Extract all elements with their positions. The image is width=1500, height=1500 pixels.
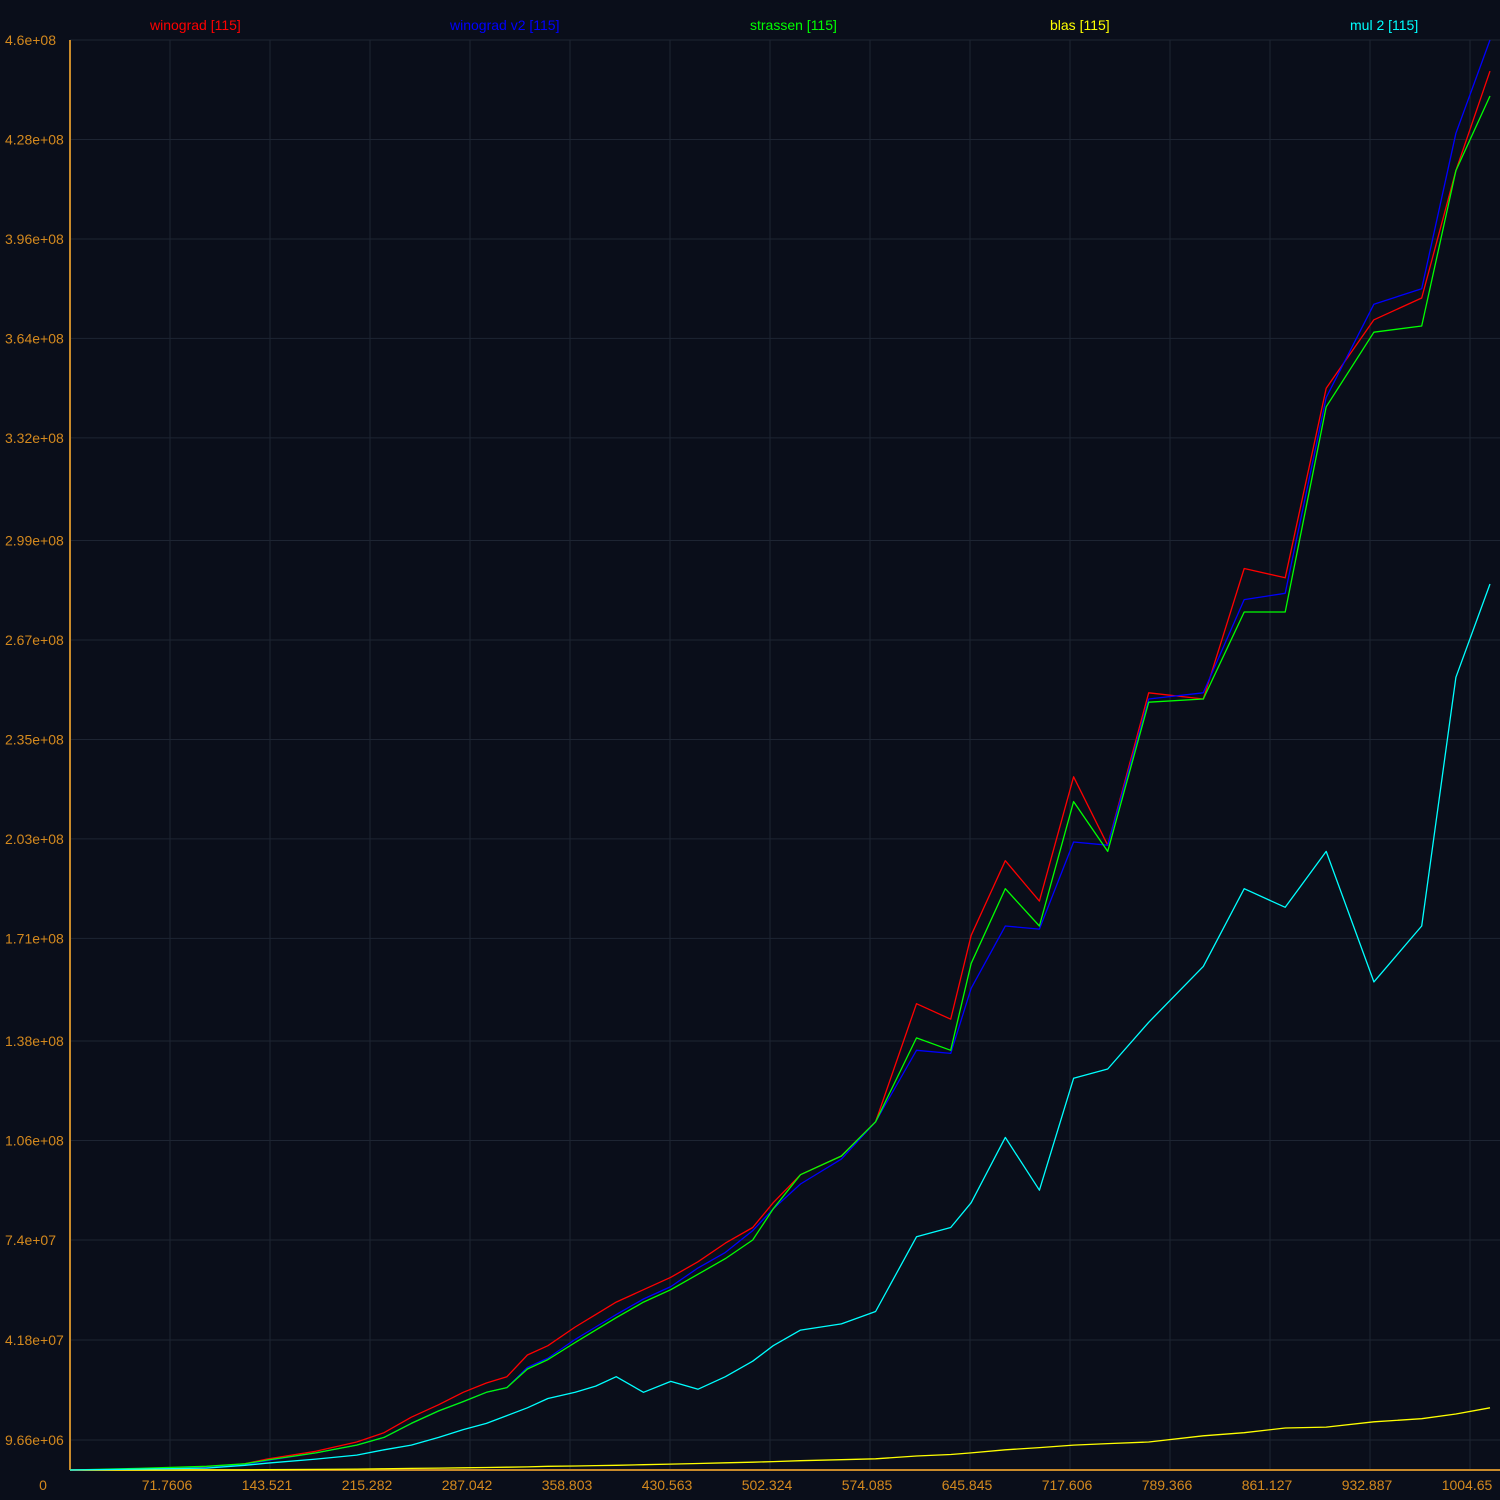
- legend: winograd [115] winograd v2 [115] strassen …: [149, 17, 1418, 33]
- legend-entry-3: strassen [115]: [750, 17, 837, 33]
- x-tick-label: 287.042: [442, 1477, 493, 1493]
- x-tick-label: 143.521: [242, 1477, 293, 1493]
- x-tick-label: 430.563: [642, 1477, 693, 1493]
- series-line-3: [69, 95, 1491, 1471]
- y-tick-label: 4.18e+07: [5, 1332, 64, 1348]
- x-tick-label: 645.845: [942, 1477, 993, 1493]
- axes: [69, 40, 1500, 1471]
- series-line-4: [70, 1407, 1491, 1471]
- y-tick-label: 7.4e+07: [5, 1232, 56, 1248]
- y-tick-label: 3.64e+08: [5, 330, 64, 346]
- y-tick-label: 3.32e+08: [5, 430, 64, 446]
- legend-entry-1: winograd [115]: [149, 17, 241, 33]
- legend-entry-2: winograd v2 [115]: [449, 17, 559, 33]
- series-line-5: [69, 583, 1491, 1471]
- y-tick-label: 2.99e+08: [5, 533, 64, 549]
- x-tick-label: 932.887: [1342, 1477, 1393, 1493]
- y-axis-tick-labels: 9.66e+06 4.18e+07 7.4e+07 1.06e+08 1.38e+08 1…: [5, 32, 64, 1448]
- series-line-1: [69, 70, 1491, 1471]
- x-tick-label: 789.366: [1142, 1477, 1193, 1493]
- x-tick-label: 861.127: [1242, 1477, 1293, 1493]
- x-tick-label: 574.085: [842, 1477, 893, 1493]
- x-tick-label: 358.803: [542, 1477, 593, 1493]
- x-tick-label: 1004.65: [1442, 1477, 1493, 1493]
- x-tick-label: 0: [39, 1477, 47, 1493]
- y-tick-label: 3.96e+08: [5, 231, 64, 247]
- legend-entry-4: blas [115]: [1050, 17, 1110, 33]
- x-axis-tick-labels: 0 71.7606 143.521 215.282 287.042 358.803 430.…: [39, 1477, 1492, 1493]
- y-tick-label: 1.71e+08: [5, 930, 64, 946]
- y-tick-label: 1.38e+08: [5, 1033, 64, 1049]
- series-lines: [69, 39, 1491, 1471]
- y-tick-label: 4.6e+08: [5, 32, 56, 48]
- grid-lines: [70, 39, 1500, 1470]
- y-tick-label: 2.03e+08: [5, 831, 64, 847]
- x-tick-label: 717.606: [1042, 1477, 1093, 1493]
- y-tick-label: 2.67e+08: [5, 632, 64, 648]
- legend-entry-5: mul 2 [115]: [1350, 17, 1418, 33]
- y-tick-label: 4.28e+08: [5, 131, 64, 147]
- x-tick-label: 71.7606: [142, 1477, 193, 1493]
- x-tick-label: 215.282: [342, 1477, 393, 1493]
- x-tick-label: 502.324: [742, 1477, 793, 1493]
- y-tick-label: 9.66e+06: [5, 1432, 64, 1448]
- y-tick-label: 1.06e+08: [5, 1132, 64, 1148]
- series-line-2: [69, 39, 1491, 1471]
- y-tick-label: 2.35e+08: [5, 731, 64, 747]
